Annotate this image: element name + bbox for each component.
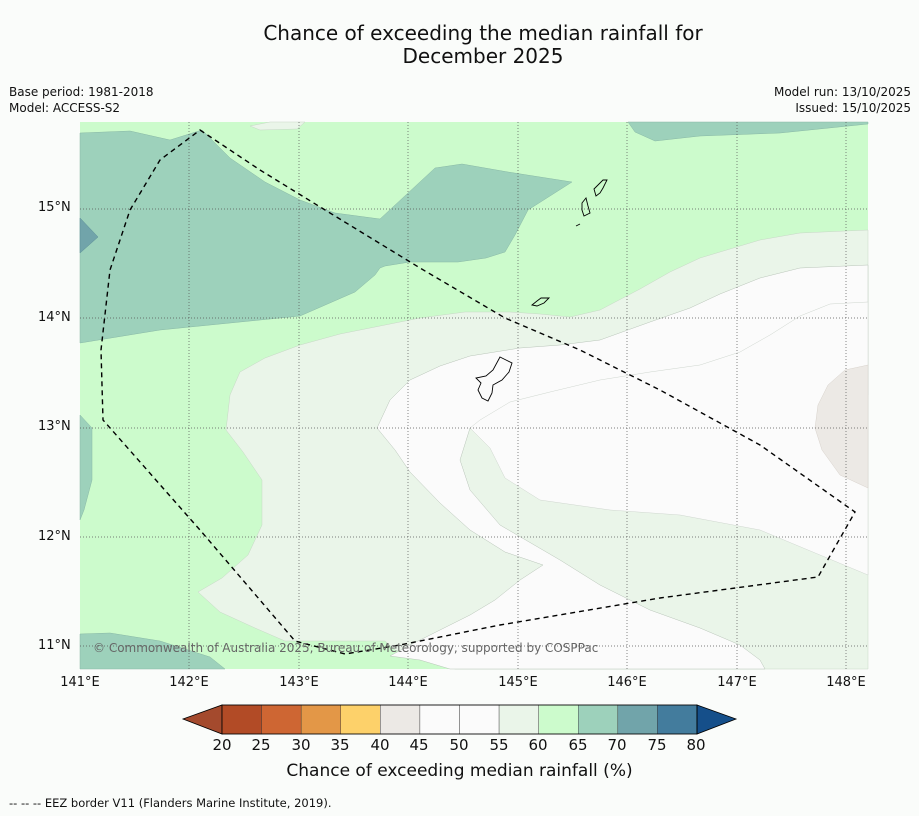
colorbar-cell (300, 704, 341, 735)
model-name: Model: ACCESS-S2 (9, 101, 121, 115)
lon-label-141e: 141°E (60, 675, 100, 690)
contour-band-45-50 (469, 301, 869, 576)
copyright-notice: © Commonwealth of Australia 2025, Bureau… (93, 641, 599, 655)
colorbar-cell (578, 704, 619, 735)
title-line-2: December 2025 (402, 44, 564, 68)
colorbar (181, 704, 738, 735)
lat-label-12n: 12°N (38, 529, 71, 544)
eez-border (100, 129, 856, 655)
lat-label-11n: 11°N (38, 638, 71, 653)
lat-label-13n: 13°N (38, 419, 71, 434)
meta-left: Base period: 1981-2018 Model: ACCESS-S2 (9, 84, 154, 116)
map-panel (79, 121, 869, 670)
colorbar-cell (657, 704, 698, 735)
colorbar-cell (617, 704, 658, 735)
lon-label-148e: 148°E (826, 675, 866, 690)
colorbar-cells (221, 704, 698, 735)
contour-band-65-70-north (627, 121, 869, 142)
meta-right: Model run: 13/10/2025 Issued: 15/10/2025 (774, 84, 911, 116)
colorbar-tick: 40 (370, 736, 390, 754)
colorbar-under-arrow (181, 704, 223, 735)
contour-band-65-70-edge (79, 414, 93, 521)
colorbar-tick: 50 (449, 736, 469, 754)
saipan-island (593, 179, 608, 197)
colorbar-label: Chance of exceeding median rainfall (%) (286, 761, 633, 781)
colorbar-cell (459, 704, 500, 735)
chart-title: Chance of exceeding the median rainfall … (0, 22, 919, 68)
colorbar-cell (419, 704, 460, 735)
colorbar-tick: 60 (528, 736, 548, 754)
islands (475, 179, 608, 402)
colorbar-cell (261, 704, 302, 735)
aguijan-island (575, 223, 581, 227)
colorbar-outline (221, 704, 698, 735)
colorbar-cell (221, 704, 262, 735)
lon-label-146e: 146°E (607, 675, 647, 690)
lon-label-145e: 145°E (498, 675, 538, 690)
grid-lines (80, 122, 868, 669)
guam-island (475, 356, 513, 402)
colorbar-tick: 45 (409, 736, 429, 754)
colorbar-tick: 55 (489, 736, 509, 754)
colorbar-tick: 30 (291, 736, 311, 754)
colorbar-cell (380, 704, 421, 735)
eez-legend-note: -- -- -- EEZ border V11 (Flanders Marine… (9, 796, 332, 810)
colorbar-cell (498, 704, 539, 735)
lon-label-142e: 142°E (169, 675, 209, 690)
rota-island (530, 297, 551, 307)
contour-band-65-70-west (79, 129, 573, 344)
colorbar-tick: 25 (251, 736, 271, 754)
colorbar-cell (538, 704, 579, 735)
colorbar-tick: 80 (686, 736, 706, 754)
lat-label-15n: 15°N (38, 200, 71, 215)
base-period: Base period: 1981-2018 (9, 85, 154, 99)
colorbar-tick: 75 (647, 736, 667, 754)
lat-label-14n: 14°N (38, 310, 71, 325)
colorbar-tick: 70 (607, 736, 627, 754)
colorbar-tick: 65 (568, 736, 588, 754)
colorbar-tick: 35 (330, 736, 350, 754)
contour-band-70-75 (79, 217, 99, 254)
lon-label-143e: 143°E (279, 675, 319, 690)
colorbar-cell (340, 704, 381, 735)
issued-date: Issued: 15/10/2025 (795, 101, 911, 115)
lon-label-147e: 147°E (717, 675, 757, 690)
title-line-1: Chance of exceeding the median rainfall … (263, 21, 703, 45)
model-run: Model run: 13/10/2025 (773, 85, 911, 99)
contour-band-55-60-north (249, 121, 306, 131)
colorbar-over-arrow (696, 704, 738, 735)
lon-label-144e: 144°E (388, 675, 428, 690)
colorbar-tick: 20 (212, 736, 232, 754)
tinian-island (581, 197, 591, 217)
